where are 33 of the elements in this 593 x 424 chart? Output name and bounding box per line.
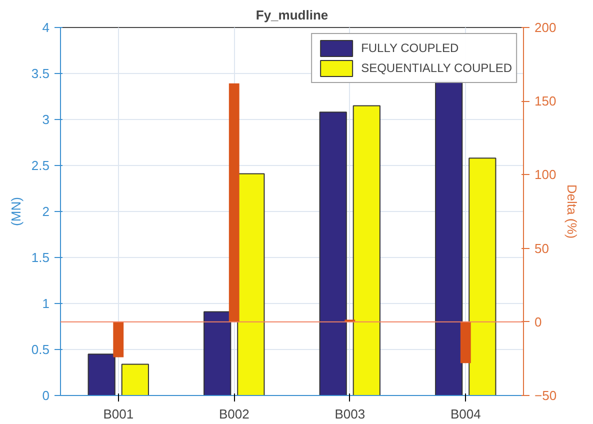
bar bbox=[468, 158, 496, 396]
y-tick-label: 3 bbox=[42, 112, 50, 127]
y2-tick-label: −50 bbox=[534, 388, 557, 403]
y-tick-label: 2.5 bbox=[31, 158, 50, 173]
y-tick-label: 3.5 bbox=[31, 66, 50, 81]
y-tick-label: 0.5 bbox=[31, 342, 50, 357]
y2-tick-label: 50 bbox=[534, 240, 549, 256]
chart-title: Fy_mudline bbox=[256, 8, 328, 22]
y-tick-label: 4 bbox=[42, 20, 50, 35]
bar bbox=[435, 80, 463, 396]
bar bbox=[113, 322, 124, 358]
y-tick-label: 1.5 bbox=[31, 250, 50, 265]
y2-tick-label: 0 bbox=[534, 314, 542, 330]
x-tick-label: B004 bbox=[450, 406, 481, 422]
y2-axis-title: Delta (%) bbox=[564, 184, 580, 239]
y-tick-label: 1 bbox=[42, 296, 50, 311]
legend-label: FULLY COUPLED bbox=[361, 41, 459, 55]
legend-label: SEQUENTIALLY COUPLED bbox=[361, 61, 512, 75]
bar bbox=[88, 354, 116, 396]
y-tick-label: 0 bbox=[42, 388, 50, 403]
y2-tick-label: 100 bbox=[534, 167, 556, 182]
y2-tick-label: 150 bbox=[534, 94, 556, 109]
y-axis-title: (MN) bbox=[8, 197, 24, 226]
bar bbox=[460, 322, 471, 364]
bar bbox=[352, 105, 380, 396]
bar bbox=[319, 112, 347, 396]
x-tick-label: B001 bbox=[103, 406, 134, 422]
bar bbox=[121, 364, 149, 396]
x-tick-label: B003 bbox=[334, 406, 366, 422]
x-tick-label: B002 bbox=[218, 406, 250, 422]
bar bbox=[204, 311, 232, 396]
y2-tick-label: 200 bbox=[534, 20, 556, 35]
y-tick-label: 2 bbox=[42, 204, 50, 219]
